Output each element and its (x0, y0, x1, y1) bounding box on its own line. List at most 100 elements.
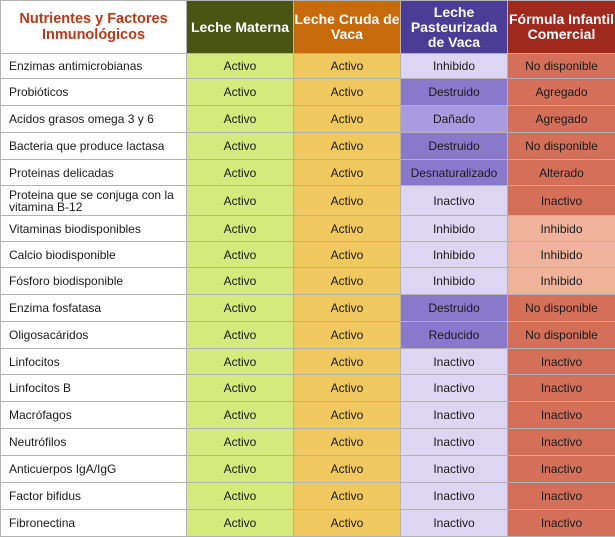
pasteurized-cow-milk-cell: Inactivo (400, 455, 508, 483)
raw-cow-milk-cell: Activo (293, 241, 401, 268)
raw-cow-milk-cell: Activo (293, 78, 401, 106)
header-breast-milk: Leche Materna (186, 0, 294, 54)
table-body: Enzimas antimicrobianas Activo Activo Inhib… (0, 53, 615, 537)
breast-milk-cell: Activo (186, 509, 294, 537)
infant-formula-cell: Inactivo (507, 374, 615, 402)
pasteurized-cow-milk-cell: Inhibido (400, 53, 508, 79)
pasteurized-cow-milk-cell: Destruido (400, 78, 508, 106)
infant-formula-cell: Inactivo (507, 401, 615, 429)
pasteurized-cow-milk-cell: Reducido (400, 321, 508, 349)
breast-milk-cell: Activo (186, 321, 294, 349)
raw-cow-milk-cell: Activo (293, 132, 401, 160)
raw-cow-milk-cell: Activo (293, 401, 401, 429)
breast-milk-cell: Activo (186, 241, 294, 268)
infant-formula-cell: Inhibido (507, 241, 615, 268)
table-row: Anticuerpos IgA/IgG Activo Activo Inactivo I… (0, 455, 615, 483)
infant-formula-cell: Inactivo (507, 509, 615, 537)
breast-milk-cell: Activo (186, 159, 294, 186)
nutrient-name-cell: Proteina que se conjuga con la vitamina … (0, 185, 187, 216)
nutrient-name-cell: Macrófagos (0, 401, 187, 429)
nutrient-name-cell: Calcio biodisponible (0, 241, 187, 268)
table-row: Acidos grasos omega 3 y 6 Activo Activo Dañ… (0, 105, 615, 133)
infant-formula-cell: Inactivo (507, 428, 615, 456)
table-row: Macrófagos Activo Activo Inactivo Inactivo (0, 401, 615, 429)
nutrient-name-cell: Bacteria que produce lactasa (0, 132, 187, 160)
nutrient-name-cell: Acidos grasos omega 3 y 6 (0, 105, 187, 133)
pasteurized-cow-milk-cell: Inhibido (400, 267, 508, 295)
raw-cow-milk-cell: Activo (293, 294, 401, 322)
infant-formula-cell: No disponible (507, 53, 615, 79)
infant-formula-cell: Inhibido (507, 215, 615, 242)
nutrient-name-cell: Fibronectina (0, 509, 187, 537)
table-row: Linfocitos B Activo Activo Inactivo Inactivo (0, 374, 615, 402)
header-nutrients: Nutrientes y Factores Inmunológicos (0, 0, 187, 54)
infant-formula-cell: Inactivo (507, 455, 615, 483)
nutrient-name-cell: Enzimas antimicrobianas (0, 53, 187, 79)
breast-milk-cell: Activo (186, 105, 294, 133)
breast-milk-cell: Activo (186, 53, 294, 79)
pasteurized-cow-milk-cell: Desnaturalizado (400, 159, 508, 186)
raw-cow-milk-cell: Activo (293, 348, 401, 375)
raw-cow-milk-cell: Activo (293, 53, 401, 79)
breast-milk-cell: Activo (186, 185, 294, 216)
infant-formula-cell: Inhibido (507, 267, 615, 295)
table-row: Fibronectina Activo Activo Inactivo Inactivo (0, 509, 615, 537)
table-row: Fósforo biodisponible Activo Activo Inhibid… (0, 267, 615, 295)
pasteurized-cow-milk-cell: Destruido (400, 294, 508, 322)
table-row: Enzima fosfatasa Activo Activo Destruido No … (0, 294, 615, 322)
raw-cow-milk-cell: Activo (293, 455, 401, 483)
header-raw-cow-milk: Leche Cruda de Vaca (293, 0, 401, 54)
breast-milk-cell: Activo (186, 132, 294, 160)
table-row: Factor bifidus Activo Activo Inactivo Inacti… (0, 482, 615, 510)
pasteurized-cow-milk-cell: Inhibido (400, 215, 508, 242)
pasteurized-cow-milk-cell: Inactivo (400, 509, 508, 537)
nutrient-name-cell: Vitaminas biodisponibles (0, 215, 187, 242)
header-row: Nutrientes y Factores Inmunológicos Lech… (0, 0, 615, 54)
table-row: Bacteria que produce lactasa Activo Activo… (0, 132, 615, 160)
nutrient-name-cell: Linfocitos (0, 348, 187, 375)
breast-milk-cell: Activo (186, 455, 294, 483)
infant-formula-cell: Inactivo (507, 482, 615, 510)
table-row: Proteinas delicadas Activo Activo Desnatura… (0, 159, 615, 186)
breast-milk-cell: Activo (186, 215, 294, 242)
infant-formula-cell: Agregado (507, 78, 615, 106)
raw-cow-milk-cell: Activo (293, 321, 401, 349)
header-pasteurized-cow-milk: Leche Pasteurizada de Vaca (400, 0, 508, 54)
raw-cow-milk-cell: Activo (293, 509, 401, 537)
table-row: Calcio biodisponible Activo Activo Inhibido… (0, 241, 615, 268)
nutrient-name-cell: Proteinas delicadas (0, 159, 187, 186)
infant-formula-cell: Inactivo (507, 348, 615, 375)
table-row: Proteina que se conjuga con la vitamina … (0, 185, 615, 216)
pasteurized-cow-milk-cell: Destruido (400, 132, 508, 160)
infant-formula-cell: No disponible (507, 321, 615, 349)
raw-cow-milk-cell: Activo (293, 482, 401, 510)
raw-cow-milk-cell: Activo (293, 159, 401, 186)
infant-formula-cell: Inactivo (507, 185, 615, 216)
table-row: Enzimas antimicrobianas Activo Activo Inhib… (0, 53, 615, 79)
raw-cow-milk-cell: Activo (293, 185, 401, 216)
nutrient-name-cell: Anticuerpos IgA/IgG (0, 455, 187, 483)
raw-cow-milk-cell: Activo (293, 215, 401, 242)
raw-cow-milk-cell: Activo (293, 374, 401, 402)
pasteurized-cow-milk-cell: Inactivo (400, 428, 508, 456)
nutrient-name-cell: Factor bifidus (0, 482, 187, 510)
pasteurized-cow-milk-cell: Inactivo (400, 482, 508, 510)
pasteurized-cow-milk-cell: Inhibido (400, 241, 508, 268)
nutrient-name-cell: Fósforo biodisponible (0, 267, 187, 295)
nutrient-name-cell: Linfocitos B (0, 374, 187, 402)
breast-milk-cell: Activo (186, 482, 294, 510)
header-infant-formula: Fórmula Infantil Comercial (507, 0, 615, 54)
breast-milk-cell: Activo (186, 401, 294, 429)
breast-milk-cell: Activo (186, 78, 294, 106)
table-row: Neutrófilos Activo Activo Inactivo Inactivo (0, 428, 615, 456)
breast-milk-cell: Activo (186, 374, 294, 402)
nutrient-name-cell: Probióticos (0, 78, 187, 106)
nutrient-name-cell: Oligosacáridos (0, 321, 187, 349)
pasteurized-cow-milk-cell: Inactivo (400, 185, 508, 216)
table-row: Oligosacáridos Activo Activo Reducido No dis… (0, 321, 615, 349)
table-row: Probióticos Activo Activo Destruido Agregado (0, 78, 615, 106)
table-row: Linfocitos Activo Activo Inactivo Inactivo (0, 348, 615, 375)
pasteurized-cow-milk-cell: Inactivo (400, 348, 508, 375)
infant-formula-cell: Agregado (507, 105, 615, 133)
